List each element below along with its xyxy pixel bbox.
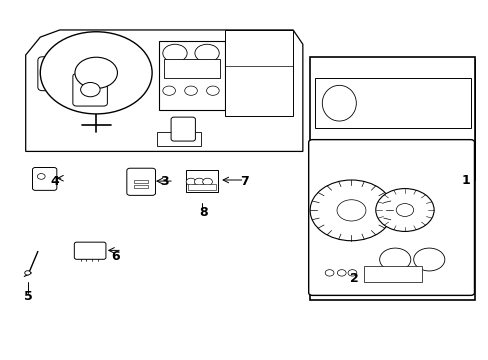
Text: 1: 1 [460, 174, 469, 186]
Bar [133, 185, 148, 188]
Text: 5: 5 [24, 289, 32, 303]
Circle shape [309, 180, 392, 241]
Text: 6: 6 [111, 250, 120, 263]
Text: 4: 4 [50, 175, 59, 188]
Circle shape [44, 67, 62, 80]
FancyBboxPatch shape [32, 167, 57, 190]
Circle shape [194, 178, 203, 185]
Circle shape [163, 44, 187, 62]
Circle shape [40, 32, 152, 114]
Circle shape [347, 270, 356, 276]
Bar [164, 59, 220, 78]
Bar [159, 41, 224, 111]
FancyBboxPatch shape [38, 57, 91, 91]
Circle shape [63, 67, 81, 80]
Text: 2: 2 [349, 272, 358, 285]
Circle shape [413, 248, 444, 271]
FancyBboxPatch shape [126, 168, 155, 195]
Circle shape [206, 86, 219, 95]
Bar [133, 180, 148, 183]
Circle shape [186, 178, 196, 185]
Circle shape [395, 203, 413, 216]
Circle shape [375, 189, 433, 231]
Circle shape [184, 86, 197, 95]
Bar [309, 57, 474, 300]
Circle shape [337, 270, 346, 276]
Circle shape [163, 86, 175, 95]
FancyBboxPatch shape [74, 242, 106, 259]
Bar [188, 184, 215, 190]
Text: 7: 7 [240, 175, 248, 188]
FancyBboxPatch shape [171, 117, 195, 141]
Bar [363, 266, 421, 282]
Bar [186, 170, 217, 192]
Text: 3: 3 [160, 175, 168, 188]
Circle shape [195, 44, 219, 62]
Circle shape [25, 271, 30, 275]
Circle shape [75, 57, 117, 89]
FancyBboxPatch shape [73, 73, 107, 106]
Text: 8: 8 [199, 206, 207, 219]
Circle shape [325, 270, 333, 276]
Circle shape [81, 82, 100, 97]
Bar [224, 30, 292, 116]
Bar [157, 132, 201, 146]
FancyBboxPatch shape [308, 140, 473, 296]
Circle shape [336, 200, 365, 221]
Circle shape [37, 174, 45, 179]
Bar [314, 78, 469, 128]
Circle shape [379, 248, 410, 271]
Circle shape [202, 178, 212, 185]
Polygon shape [26, 30, 302, 152]
